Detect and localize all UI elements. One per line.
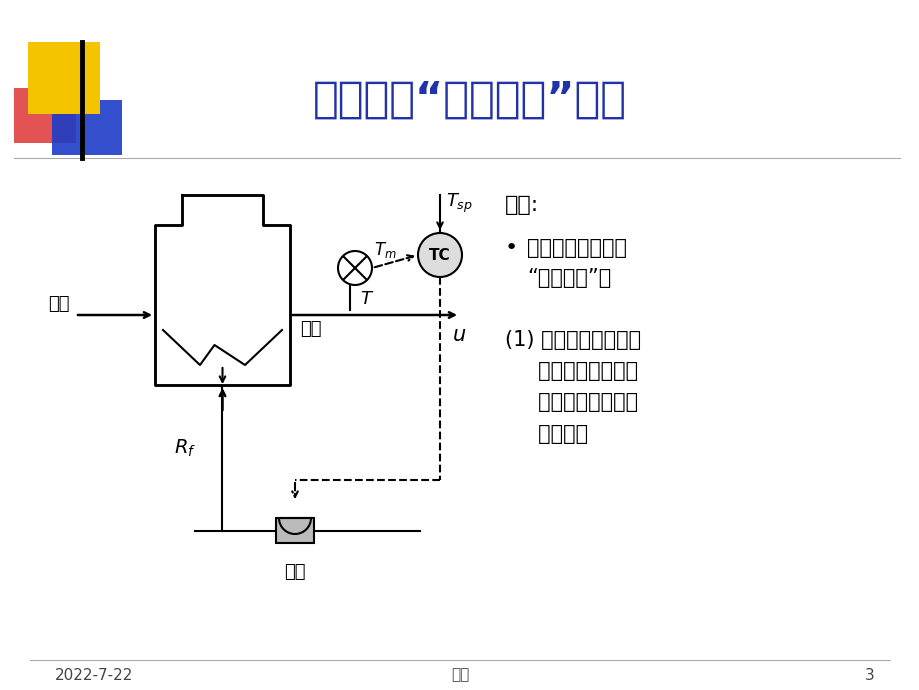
Text: 课件: 课件 — [450, 667, 469, 682]
Text: $T_{sp}$: $T_{sp}$ — [446, 192, 472, 215]
Text: $R_f$: $R_f$ — [174, 437, 196, 459]
Text: 控制器的“正反作用”选择: 控制器的“正反作用”选择 — [312, 79, 627, 121]
Text: 问题:: 问题: — [505, 195, 539, 215]
Text: 2022-7-22: 2022-7-22 — [55, 667, 133, 682]
Text: $T$: $T$ — [359, 290, 374, 308]
Bar — [28, 42, 100, 114]
Text: 出料: 出料 — [300, 320, 321, 338]
Text: 3: 3 — [864, 667, 874, 682]
Text: 进料: 进料 — [49, 295, 70, 313]
Bar — [52, 100, 122, 155]
FancyBboxPatch shape — [276, 518, 313, 543]
Text: 如何选择控制阀的
“气开气关”？: 如何选择控制阀的 “气开气关”？ — [527, 238, 627, 288]
Circle shape — [417, 233, 461, 277]
Bar — [14, 88, 76, 143]
Text: •: • — [505, 238, 517, 258]
Text: 燃料: 燃料 — [284, 563, 305, 581]
Circle shape — [337, 251, 371, 285]
Text: (1) 如何选择温度控制
     器的正反作用，以
     使闭环系统为负反
     馈系统？: (1) 如何选择温度控制 器的正反作用，以 使闭环系统为负反 馈系统？ — [505, 330, 641, 444]
Text: $u$: $u$ — [451, 325, 466, 345]
Text: TC: TC — [429, 248, 450, 262]
Polygon shape — [154, 195, 289, 385]
Text: $T_m$: $T_m$ — [374, 240, 396, 260]
